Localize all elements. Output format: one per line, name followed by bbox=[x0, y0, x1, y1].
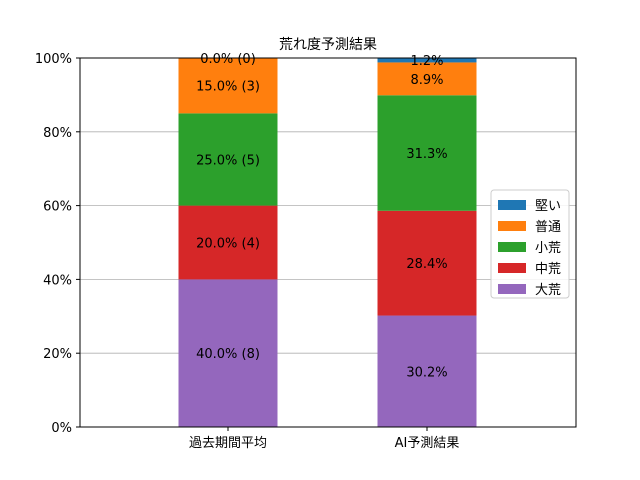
y-tick-label: 80% bbox=[43, 126, 72, 141]
bar-value-label: 1.2% bbox=[410, 54, 443, 69]
x-tick-label: AI予測結果 bbox=[395, 436, 460, 451]
legend-swatch bbox=[498, 200, 526, 210]
y-tick-label: 60% bbox=[43, 200, 72, 215]
chart-title: 荒れ度予測結果 bbox=[279, 37, 377, 53]
legend-swatch bbox=[498, 242, 526, 252]
plot-frame bbox=[79, 57, 577, 428]
bar-value-label: 28.4% bbox=[406, 257, 447, 272]
y-tick-label: 100% bbox=[35, 52, 72, 67]
bars-group: 40.0% (8) 20.0% (4) 25.0% (5) 15.0% (3) 0.0%… bbox=[178, 52, 477, 427]
legend-label: 小荒 bbox=[535, 241, 561, 256]
bar-segment bbox=[377, 62, 477, 96]
y-axis: 0% 20% 40% 60% 80% 100% bbox=[35, 52, 80, 436]
y-tick-label: 20% bbox=[43, 347, 72, 362]
legend-label: 普通 bbox=[535, 220, 561, 235]
legend-label: 中荒 bbox=[535, 262, 561, 277]
legend-swatch bbox=[498, 284, 526, 294]
bar-segment bbox=[377, 315, 477, 427]
bar-segment bbox=[178, 279, 278, 427]
bar-segment bbox=[178, 113, 278, 206]
x-tick-label: 過去期間平均 bbox=[189, 436, 267, 451]
y-tick-label: 0% bbox=[51, 421, 72, 436]
bar-value-label: 25.0% (5) bbox=[196, 153, 260, 168]
x-axis: 過去期間平均 AI予測結果 bbox=[189, 427, 459, 451]
bar-value-label: 8.9% bbox=[410, 73, 443, 88]
bar-value-label: 40.0% (8) bbox=[196, 347, 260, 362]
legend-label: 堅い bbox=[535, 199, 561, 214]
bar-value-label: 0.0% (0) bbox=[200, 52, 256, 67]
y-tick-label: 40% bbox=[43, 273, 72, 288]
legend-swatch bbox=[498, 263, 526, 273]
legend-swatch bbox=[498, 221, 526, 231]
bar-value-label: 30.2% bbox=[406, 365, 447, 380]
bar-segment bbox=[377, 95, 477, 211]
bar-segment bbox=[377, 210, 477, 316]
legend-label: 大荒 bbox=[535, 283, 561, 298]
bar-value-label: 20.0% (4) bbox=[196, 237, 260, 252]
bar-value-label: 31.3% bbox=[406, 147, 447, 162]
bar-segment bbox=[178, 58, 278, 114]
bar-value-label: 15.0% (3) bbox=[196, 80, 260, 95]
bar-segment bbox=[377, 58, 477, 63]
bar-segment bbox=[178, 205, 278, 280]
